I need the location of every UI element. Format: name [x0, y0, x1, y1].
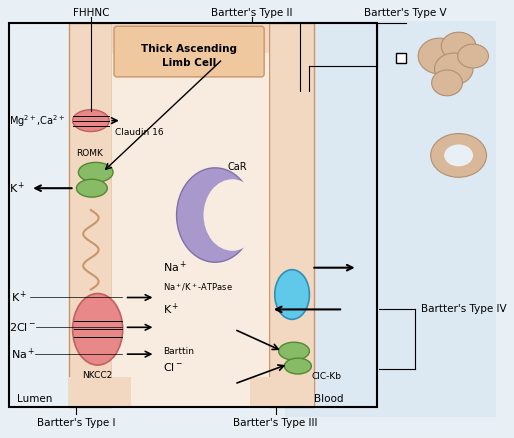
Text: K$^+$: K$^+$ [9, 180, 26, 196]
Bar [396, 53, 406, 63]
Text: Bartter's Type III: Bartter's Type III [233, 418, 318, 427]
Ellipse shape [432, 70, 463, 96]
Text: FHHNC: FHHNC [72, 8, 109, 18]
Text: Blood: Blood [314, 394, 343, 404]
Bar [9, 23, 377, 407]
Ellipse shape [279, 342, 309, 360]
FancyBboxPatch shape [250, 377, 314, 407]
Bar [69, 23, 112, 407]
Text: Thick Ascending
Limb Cell: Thick Ascending Limb Cell [141, 44, 237, 67]
Text: ROMK: ROMK [77, 149, 103, 159]
Ellipse shape [204, 179, 261, 251]
Bar [112, 23, 269, 407]
FancyBboxPatch shape [114, 26, 264, 77]
Ellipse shape [77, 179, 107, 197]
Ellipse shape [284, 358, 311, 374]
Text: Barttin: Barttin [163, 346, 194, 356]
Ellipse shape [79, 162, 113, 182]
Text: ClC-Kb: ClC-Kb [311, 372, 341, 381]
Text: Na$^+$: Na$^+$ [163, 260, 188, 276]
FancyBboxPatch shape [112, 23, 269, 53]
Bar [269, 23, 314, 407]
Ellipse shape [275, 270, 309, 319]
Ellipse shape [418, 38, 461, 74]
Text: Na$^+$: Na$^+$ [11, 346, 35, 362]
Text: CaR: CaR [228, 162, 247, 172]
Text: Bartter's Type I: Bartter's Type I [37, 418, 116, 427]
Polygon shape [285, 21, 496, 417]
Ellipse shape [177, 168, 253, 262]
Text: Na$^+$/K$^+$-ATPase: Na$^+$/K$^+$-ATPase [163, 282, 233, 293]
Text: 2Cl$^-$: 2Cl$^-$ [9, 321, 36, 333]
Ellipse shape [442, 32, 476, 60]
Text: Bartter's Type V: Bartter's Type V [364, 8, 447, 18]
Text: Lumen: Lumen [17, 394, 53, 404]
Ellipse shape [457, 44, 488, 68]
Text: K$^+$: K$^+$ [11, 290, 28, 305]
Text: Mg$^{2+}$,Ca$^{2+}$: Mg$^{2+}$,Ca$^{2+}$ [9, 113, 65, 128]
FancyBboxPatch shape [69, 377, 132, 407]
Text: K$^+$: K$^+$ [163, 302, 179, 317]
Ellipse shape [72, 293, 123, 365]
Text: Claudin 16: Claudin 16 [115, 128, 163, 137]
Text: NKCC2: NKCC2 [83, 371, 113, 380]
Ellipse shape [434, 53, 473, 85]
Ellipse shape [431, 134, 487, 177]
Text: Cl$^-$: Cl$^-$ [163, 361, 183, 373]
Ellipse shape [444, 145, 473, 166]
Ellipse shape [72, 110, 109, 131]
Text: Bartter's Type IV: Bartter's Type IV [420, 304, 506, 314]
Text: Bartter's Type II: Bartter's Type II [211, 8, 292, 18]
